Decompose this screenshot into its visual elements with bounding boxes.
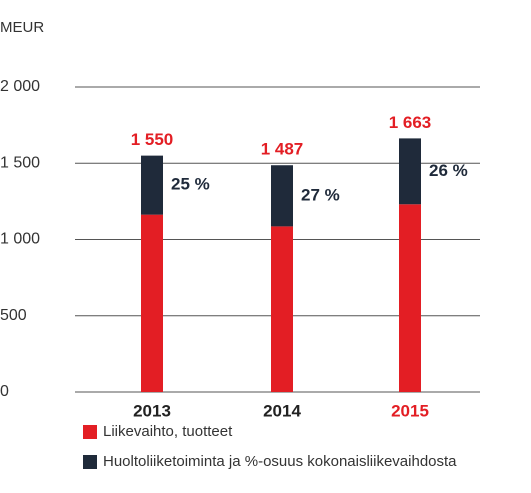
bar-segment — [399, 204, 421, 392]
share-label: 25 % — [171, 175, 210, 194]
y-tick-label: 1 500 — [0, 154, 40, 171]
legend-label: Huoltoliiketoiminta ja %-osuus kokonaisl… — [103, 453, 457, 470]
total-label: 1 487 — [261, 140, 304, 159]
total-label: 1 663 — [389, 113, 432, 132]
y-tick-label: 500 — [0, 307, 27, 324]
share-label: 27 % — [301, 185, 340, 204]
y-tick-label: 1 000 — [0, 231, 40, 248]
legend-label: Liikevaihto, tuotteet — [103, 423, 233, 440]
legend-swatch — [83, 425, 97, 439]
bar-segment — [271, 165, 293, 227]
total-label: 1 550 — [131, 130, 174, 149]
bar-segment — [141, 155, 163, 215]
y-tick-label: 0 — [0, 383, 9, 400]
y-unit: MEUR — [0, 19, 44, 36]
legend-swatch — [83, 455, 97, 469]
share-label: 26 % — [429, 161, 468, 180]
y-tick-label: 2 000 — [0, 78, 40, 95]
bar-segment — [399, 138, 421, 205]
bar-segment — [271, 226, 293, 392]
x-tick-label: 2015 — [391, 401, 429, 420]
bar-segment — [141, 214, 163, 392]
x-tick-label: 2013 — [133, 401, 171, 420]
x-tick-label: 2014 — [263, 401, 301, 420]
